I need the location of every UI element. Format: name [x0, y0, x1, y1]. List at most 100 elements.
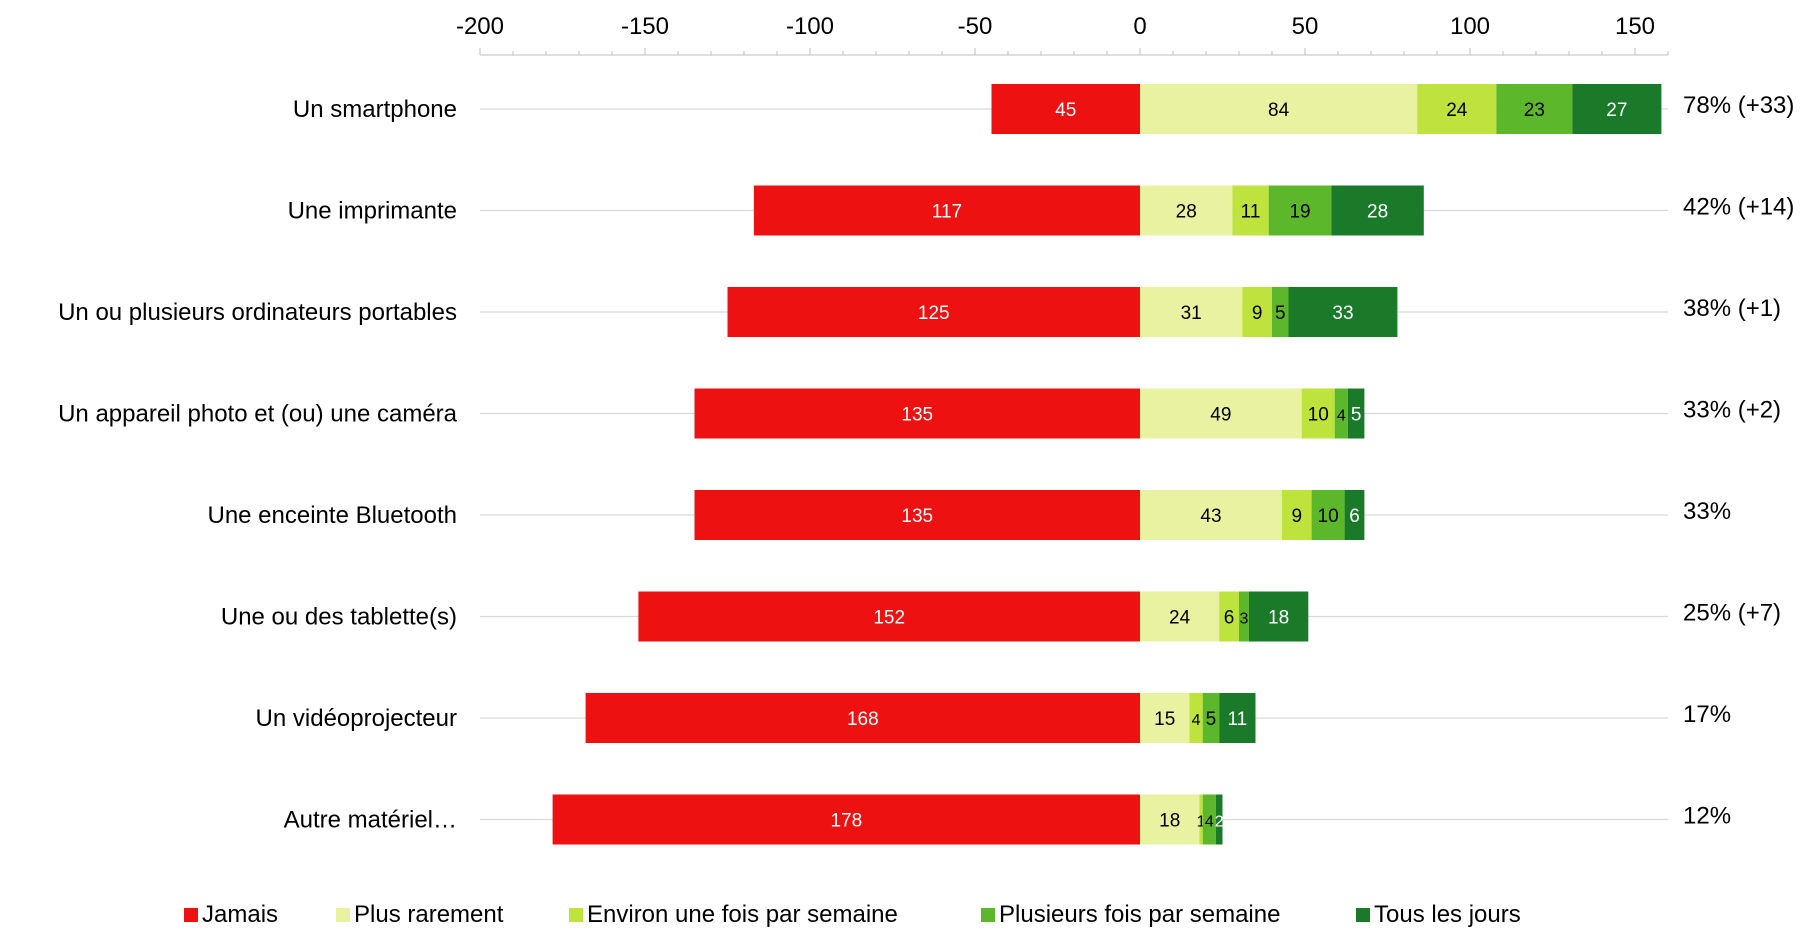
bar-value-label: 11 — [1241, 202, 1261, 223]
bar-value-label: 23 — [1524, 100, 1545, 121]
bar-value-label: 24 — [1446, 100, 1468, 121]
bar-segment — [727, 287, 1140, 337]
bar-segment — [1140, 84, 1418, 134]
category-label: Un vidéoprojecteur — [256, 705, 457, 732]
x-tick-label: -100 — [786, 13, 834, 40]
legend-swatch — [1356, 908, 1370, 922]
category-label: Un ou plusieurs ordinateurs portables — [58, 299, 457, 326]
bar-segment — [1140, 490, 1282, 540]
bar-value-label: 6 — [1349, 506, 1360, 527]
bar-value-label: 43 — [1200, 506, 1221, 527]
bar-segment — [1272, 287, 1289, 337]
bar-segment — [1219, 591, 1239, 642]
bar-segment — [1140, 185, 1233, 236]
bar-segment — [1288, 287, 1398, 337]
x-tick-label: 100 — [1450, 13, 1490, 40]
bar-segment — [1189, 693, 1203, 743]
bar-value-label: 28 — [1367, 202, 1388, 223]
bar-segment — [1202, 693, 1220, 743]
bar-segment — [1140, 591, 1220, 642]
right-annotation: 17% — [1683, 701, 1731, 728]
legend-label: Plusieurs fois par semaine — [999, 901, 1280, 928]
bar-segment — [1311, 490, 1345, 540]
bar-value-label: 168 — [847, 709, 879, 730]
bar-segment — [1331, 185, 1424, 236]
bar-value-label: 10 — [1318, 506, 1339, 527]
bar-segment — [1242, 287, 1272, 337]
category-label: Un smartphone — [293, 96, 457, 123]
bar-segment — [1239, 591, 1249, 642]
bar-value-label: 135 — [901, 405, 933, 426]
bar-value-label: 178 — [830, 811, 862, 832]
bar-segment — [638, 591, 1140, 642]
bar-segment — [1140, 693, 1190, 743]
bar-value-label: 33 — [1332, 303, 1353, 324]
right-annotation: 33% (+2) — [1683, 397, 1781, 424]
right-annotation: 38% (+1) — [1683, 295, 1781, 322]
category-labels: Un smartphone Une imprimante Un ou plusieu… — [58, 96, 458, 834]
right-annotation: 25% (+7) — [1683, 600, 1781, 627]
bar-value-label: 4 — [1192, 712, 1201, 729]
bar-segment — [1281, 490, 1312, 540]
right-annotations: 78% (+33) 42% (+14) 38% (+1) 33% (+2) 33% 25%… — [1683, 92, 1794, 830]
bar-segment — [552, 794, 1140, 845]
bar-segment — [1344, 490, 1365, 540]
bar-segment — [1268, 185, 1332, 236]
bar-segment — [1334, 388, 1348, 439]
bar-value-label: 152 — [873, 608, 905, 629]
bar-value-label: 4 — [1205, 814, 1214, 831]
bar-value-label: 24 — [1169, 608, 1191, 629]
bar-value-label: 2 — [1215, 814, 1224, 831]
bar-value-label: 1 — [1197, 814, 1206, 831]
bar-value-label: 125 — [918, 303, 950, 324]
x-tick-label: -150 — [621, 13, 669, 40]
bar-segment — [991, 84, 1140, 134]
bar-value-label: 19 — [1289, 202, 1310, 223]
bar-value-label: 9 — [1291, 506, 1302, 527]
bar-value-label: 28 — [1176, 202, 1197, 223]
bar-segment — [1572, 84, 1662, 134]
x-tick-label: 150 — [1615, 13, 1655, 40]
category-label: Une imprimante — [288, 198, 457, 225]
bar-segment — [1248, 591, 1309, 642]
legend-swatch — [336, 908, 350, 922]
x-tick-label: 50 — [1292, 13, 1319, 40]
bar-value-label: 18 — [1159, 811, 1180, 832]
x-axis: -200 -150 -100 -50 0 50 100 150 — [456, 13, 1669, 56]
x-tick-label: -50 — [958, 13, 993, 40]
bar-segment — [1496, 84, 1573, 134]
x-tick-label: -200 — [456, 13, 504, 40]
category-label: Un appareil photo et (ou) une caméra — [58, 401, 458, 428]
legend-label: Jamais — [202, 901, 278, 928]
bar-segment — [1232, 185, 1269, 236]
legend-label: Environ une fois par semaine — [587, 901, 898, 928]
bar-value-label: 9 — [1252, 303, 1263, 324]
bar-segment — [1140, 388, 1302, 439]
bar-value-label: 3 — [1239, 611, 1248, 628]
bar-segment — [1301, 388, 1335, 439]
bar-segment — [1417, 84, 1497, 134]
right-annotation: 78% (+33) — [1683, 92, 1794, 119]
legend-label: Tous les jours — [1374, 901, 1521, 928]
bar-value-label: 18 — [1268, 608, 1289, 629]
category-label: Une enceinte Bluetooth — [207, 502, 457, 529]
bar-segment — [1199, 794, 1203, 845]
bar-value-label: 117 — [932, 202, 962, 223]
bar-value-label: 10 — [1308, 405, 1329, 426]
bar-value-label: 84 — [1268, 100, 1290, 121]
right-annotation: 33% — [1683, 498, 1731, 525]
bar-value-label: 11 — [1227, 709, 1247, 730]
category-label: Une ou des tablette(s) — [221, 604, 457, 631]
bar-segment — [585, 693, 1140, 743]
bar-segment — [1347, 388, 1365, 439]
bar-value-label: 27 — [1606, 100, 1627, 121]
bar-value-label: 15 — [1154, 709, 1175, 730]
bar-value-label: 135 — [901, 506, 933, 527]
bar-value-label: 49 — [1210, 405, 1231, 426]
bar-value-label: 5 — [1275, 303, 1286, 324]
bar-segment — [1140, 287, 1243, 337]
bar-segment — [1215, 794, 1223, 845]
right-annotation: 12% — [1683, 803, 1731, 830]
